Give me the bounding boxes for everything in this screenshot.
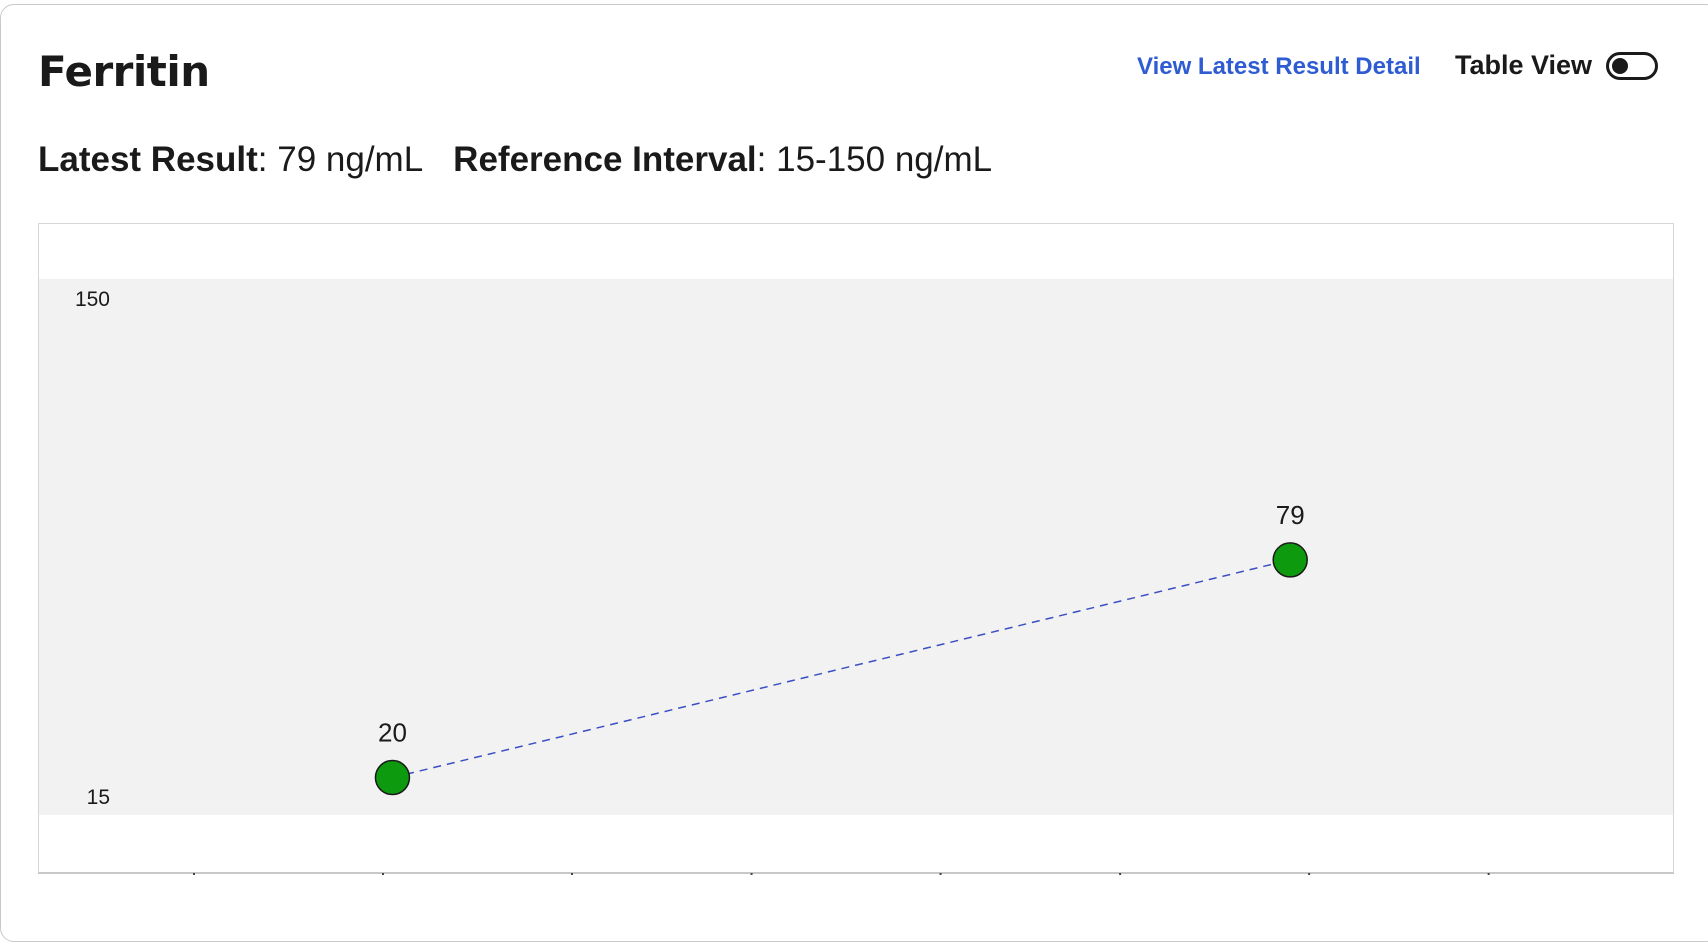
toggle-knob [1612,57,1629,74]
data-point [374,759,411,796]
reference-band [39,279,1673,815]
table-view-control: Table View [1455,50,1659,81]
data-label: 79 [1276,500,1305,530]
reference-band-label: 15 [87,786,110,809]
latest-result-label: Latest Result [38,140,258,179]
result-summary: Latest Result: 79 ng/mL Reference Interv… [38,140,992,180]
reference-interval: Reference Interval: 15-150 ng/mL [453,140,993,179]
ferritin-chart: 1501501/19/2502/08/2502/28/2503/19/2504/… [38,223,1674,875]
latest-result-value: 79 ng/mL [277,140,424,179]
ferritin-card: Ferritin View Latest Result Detail Table… [0,4,1708,942]
ferritin-chart-svg: 1501501/19/2502/08/2502/28/2503/19/2504/… [38,223,1674,875]
reference-band-label: 150 [75,288,110,311]
data-label: 20 [378,718,407,748]
view-latest-result-detail-link[interactable]: View Latest Result Detail [1137,53,1421,80]
table-view-label: Table View [1455,50,1593,80]
reference-interval-value: 15-150 ng/mL [776,140,993,179]
reference-interval-label: Reference Interval [453,140,757,179]
table-view-toggle[interactable] [1606,51,1659,80]
page-title: Ferritin [38,47,210,96]
latest-result: Latest Result: 79 ng/mL [38,140,424,179]
data-point [1272,542,1308,578]
